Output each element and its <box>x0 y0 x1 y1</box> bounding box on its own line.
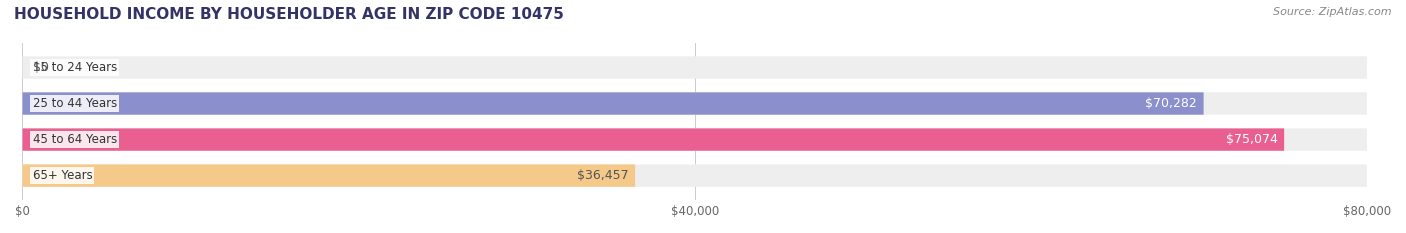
Text: 15 to 24 Years: 15 to 24 Years <box>32 61 117 74</box>
FancyBboxPatch shape <box>22 56 1367 79</box>
FancyBboxPatch shape <box>22 128 1367 151</box>
FancyBboxPatch shape <box>22 128 1284 151</box>
Text: $36,457: $36,457 <box>576 169 628 182</box>
Text: $70,282: $70,282 <box>1144 97 1197 110</box>
Text: $0: $0 <box>32 61 49 74</box>
FancyBboxPatch shape <box>22 164 1367 187</box>
FancyBboxPatch shape <box>22 92 1367 115</box>
FancyBboxPatch shape <box>22 164 636 187</box>
Text: HOUSEHOLD INCOME BY HOUSEHOLDER AGE IN ZIP CODE 10475: HOUSEHOLD INCOME BY HOUSEHOLDER AGE IN Z… <box>14 7 564 22</box>
Text: 65+ Years: 65+ Years <box>32 169 93 182</box>
Text: Source: ZipAtlas.com: Source: ZipAtlas.com <box>1274 7 1392 17</box>
Text: 45 to 64 Years: 45 to 64 Years <box>32 133 117 146</box>
FancyBboxPatch shape <box>22 92 1204 115</box>
Text: 25 to 44 Years: 25 to 44 Years <box>32 97 117 110</box>
Text: $75,074: $75,074 <box>1226 133 1278 146</box>
